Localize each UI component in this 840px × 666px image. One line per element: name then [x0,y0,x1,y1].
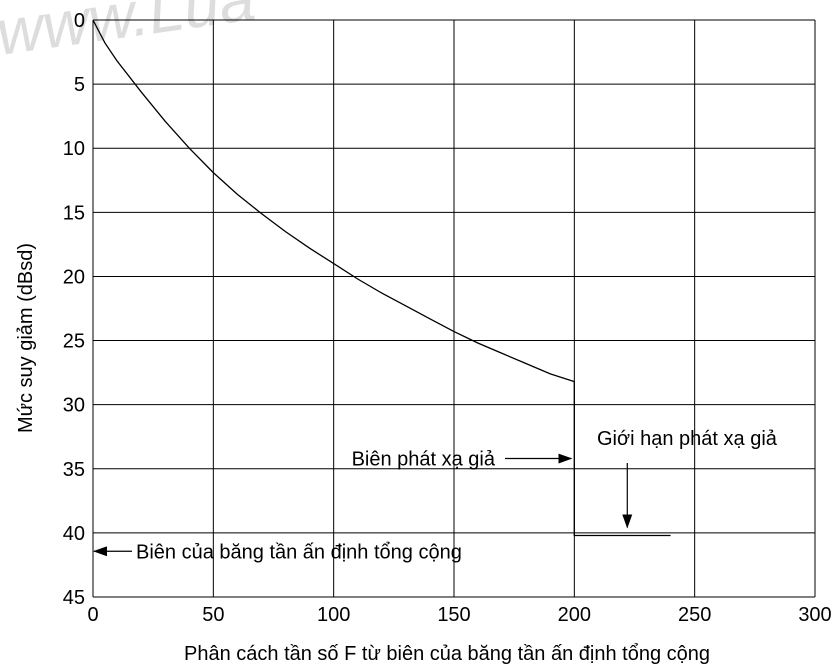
y-tick-label: 5 [74,74,85,96]
y-tick-label: 40 [63,523,85,545]
y-tick-label: 10 [63,138,85,160]
x-tick-label: 250 [678,604,711,626]
annotation-spurious-boundary: Biên phát xạ giả [352,449,496,471]
annotations: Biên phát xạ giả Giới hạn phát xạ giả Biên… [93,428,778,563]
attenuation-curve [92,19,671,537]
annotation-spurious-limit: Giới hạn phát xạ giả [597,428,778,450]
x-axis-label: Phân cách tần số F từ biên của băng tần … [184,643,710,665]
y-tick-label: 15 [63,202,85,224]
y-tick-label: 35 [63,459,85,481]
x-tick-label: 50 [202,604,224,626]
annotation-band-edge: Biên của băng tần ấn định tổng cộng [136,541,462,563]
x-tick-label: 300 [798,604,831,626]
grid [92,19,816,598]
y-tick-label: 45 [63,587,85,609]
x-tick-label: 200 [558,604,591,626]
y-tick-label: 0 [74,10,85,32]
y-tick-label: 30 [63,395,85,417]
tick-labels: 0 50 100 150 200 250 300 0 5 10 15 20 25 30 35 40 45 [63,10,832,626]
y-axis-label: Mức suy giảm (dBsd) [15,243,37,433]
watermark: www.Lua [0,0,259,69]
x-tick-label: 100 [317,604,350,626]
y-tick-label: 25 [63,331,85,353]
y-tick-label: 20 [63,266,85,288]
x-tick-label: 0 [87,604,98,626]
x-tick-label: 150 [437,604,470,626]
